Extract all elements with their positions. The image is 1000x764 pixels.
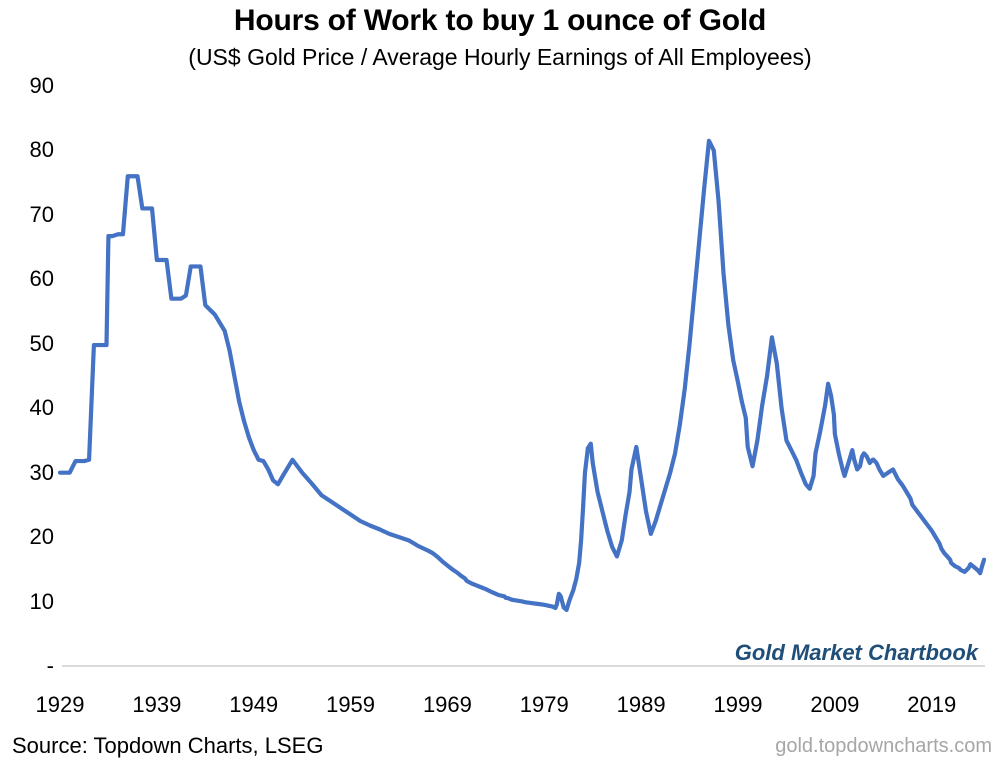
x-axis-tick-label: 2009 [810, 692, 860, 717]
y-axis-tick-label: 40 [29, 395, 54, 421]
x-axis-tick-label: 1949 [229, 692, 279, 717]
x-axis-tick-label: 1929 [35, 692, 85, 717]
series-polyline [57, 138, 987, 613]
y-axis: 90 80 70 60 50 40 30 20 10 - [0, 75, 54, 677]
x-axis-tick-label: 1959 [326, 692, 376, 717]
y-axis-tick-label: - [46, 653, 54, 678]
chart-title: Hours of Work to buy 1 ounce of Gold [233, 4, 767, 37]
x-axis-tick-label: 1979 [519, 692, 569, 717]
y-axis-tick-label: 70 [29, 201, 54, 227]
site-url: gold.topdowncharts.com [775, 735, 992, 757]
plot-area [57, 86, 987, 666]
x-axis-tick-label: 2019 [907, 692, 957, 717]
chartbook-watermark: Gold Market Chartbook [734, 640, 978, 665]
source-note: Source: Topdown Charts, LSEG [12, 733, 324, 758]
x-axis-baseline [62, 665, 985, 667]
y-axis-tick-label: 90 [29, 73, 54, 98]
x-axis-tick-label: 1999 [713, 692, 763, 717]
y-axis-tick-label: 20 [29, 524, 54, 550]
x-axis: 1929 1939 1949 1959 1969 1979 1989 1999 2009 2019 [0, 692, 1000, 722]
y-axis-tick-label: 10 [29, 588, 54, 614]
y-axis-tick-label: 30 [29, 459, 54, 485]
y-axis-tick-label: 50 [29, 330, 54, 356]
x-axis-tick-label: 1969 [422, 692, 472, 717]
series-line-chart [57, 138, 987, 613]
y-axis-tick-label: 80 [29, 137, 54, 163]
x-axis-tick-label: 1939 [132, 692, 182, 717]
y-axis-tick-label: 60 [29, 266, 54, 292]
x-axis-tick-label: 1989 [616, 692, 666, 717]
chart-subtitle: (US$ Gold Price / Average Hourly Earning… [188, 44, 812, 70]
